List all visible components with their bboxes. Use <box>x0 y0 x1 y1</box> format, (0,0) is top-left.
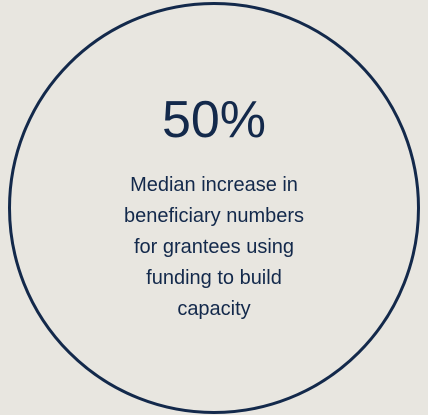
stat-description-line: Median increase in <box>130 174 298 196</box>
stat-description: Median increase in beneficiary numbers f… <box>114 170 314 325</box>
stat-description-line: for grantees using <box>133 236 295 258</box>
stat-description-line: capacity <box>177 298 251 320</box>
stat-description-line: beneficiary numbers <box>123 205 305 227</box>
stat-value: 50% <box>161 91 267 149</box>
stat-circle <box>8 2 420 414</box>
stat-description-line: funding to build <box>146 267 282 289</box>
